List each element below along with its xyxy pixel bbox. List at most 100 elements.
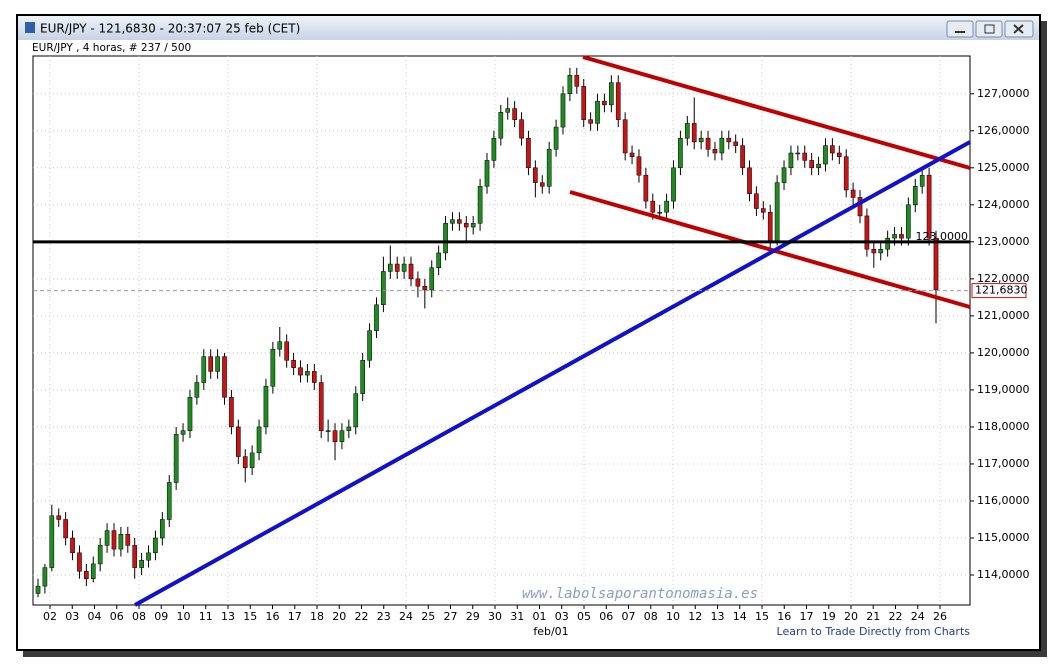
candle-body <box>118 534 124 550</box>
candle-body <box>671 167 676 202</box>
x-tick-label: 31 <box>510 610 524 623</box>
candle-body <box>291 360 296 368</box>
candle-body <box>457 219 462 224</box>
candle-body <box>381 271 386 306</box>
candle-body <box>533 167 538 183</box>
x-tick-label: 30 <box>488 610 502 623</box>
candle-body <box>885 237 890 250</box>
candle-body <box>311 371 317 383</box>
candle-body <box>602 100 607 106</box>
y-tick-label: 119,0000 <box>977 383 1030 396</box>
candle-body <box>636 156 642 176</box>
candle-body <box>318 382 324 431</box>
candle-body <box>325 430 331 432</box>
candle-body <box>450 219 455 224</box>
candle-body <box>194 382 200 398</box>
plot-area <box>32 55 971 606</box>
candle-body <box>843 156 849 191</box>
candle-body <box>353 393 359 428</box>
x-tick-label: 17 <box>800 610 814 623</box>
candle-body <box>892 234 897 239</box>
x-tick-label: 08 <box>132 610 146 623</box>
candle-body <box>201 356 207 383</box>
restore-icon <box>984 24 995 34</box>
x-tick-label: 13 <box>711 610 725 623</box>
x-tick-label: 06 <box>599 610 613 623</box>
x-tick-label: 26 <box>933 610 947 623</box>
candle-body <box>360 360 365 394</box>
candle-body <box>166 482 172 520</box>
candle-body <box>229 397 234 428</box>
x-tick-label: 05 <box>577 610 591 623</box>
candle-body <box>754 193 759 209</box>
lower-channel-line <box>569 190 971 309</box>
watermark: www.labolsaporantonomasia.es <box>522 586 758 602</box>
candle-body <box>339 430 345 442</box>
candle-body <box>733 141 738 146</box>
candle-body <box>622 119 628 154</box>
candle-body <box>802 152 808 161</box>
candle-body <box>256 426 262 454</box>
candle-body <box>77 552 82 572</box>
candle-body <box>643 174 649 202</box>
candle-body <box>463 223 469 228</box>
x-tick-label: 01 <box>533 610 547 623</box>
candle-body <box>387 263 393 272</box>
candle-body <box>698 137 704 143</box>
candle-body <box>484 160 490 187</box>
x-tick-label: 03 <box>555 610 569 623</box>
x-tick-label: 24 <box>911 610 925 623</box>
y-tick-label: 126,0000 <box>977 124 1030 137</box>
x-tick-label: 13 <box>221 610 235 623</box>
candle-body <box>685 123 690 139</box>
candle-body <box>90 563 96 579</box>
candle-body <box>567 75 573 95</box>
candle-body <box>422 286 428 291</box>
candle-body <box>270 348 276 387</box>
close-icon <box>1013 24 1024 34</box>
x-tick-label: 10 <box>177 610 191 623</box>
candle-body <box>180 430 186 435</box>
candle-body <box>816 163 821 169</box>
candle-body <box>629 152 635 157</box>
candle-body <box>664 200 669 213</box>
x-tick-label: 07 <box>622 610 636 623</box>
window-buttons[interactable] <box>946 20 1034 38</box>
candle-body <box>678 137 683 169</box>
y-tick-label: 117,0000 <box>977 457 1030 470</box>
restore-button[interactable] <box>975 20 1003 38</box>
candle-body <box>864 215 870 250</box>
candle-body <box>788 152 794 169</box>
support-trend-line <box>134 140 971 607</box>
chart-subtitle: EUR/JPY , 4 horas, # 237 / 500 <box>32 42 191 54</box>
y-tick-label: 118,0000 <box>977 420 1030 433</box>
candle-body <box>401 263 407 272</box>
candle-body <box>277 341 283 350</box>
candle-body <box>553 126 559 150</box>
upper-channel-line <box>582 55 971 170</box>
minimize-button[interactable] <box>946 20 974 38</box>
candle-body <box>367 330 372 361</box>
candle-body <box>933 237 939 291</box>
x-tick-label: 22 <box>889 610 903 623</box>
candle-body <box>35 585 41 594</box>
candle-body <box>477 186 483 224</box>
candle-body <box>719 137 725 154</box>
candle-body <box>249 452 255 468</box>
x-tick-label: 04 <box>88 610 102 623</box>
candle-body <box>850 189 856 198</box>
candle-body <box>470 223 476 228</box>
x-tick-label: 15 <box>243 610 257 623</box>
x-tick-label: 03 <box>65 610 79 623</box>
y-tick-label: 122,0000 <box>977 272 1030 285</box>
x-axis-label: feb/01 <box>533 625 568 638</box>
candle-body <box>871 248 877 254</box>
candle-body <box>70 537 75 554</box>
candle-body <box>298 367 303 376</box>
candle-body <box>49 515 55 568</box>
x-tick-label: 16 <box>266 610 280 623</box>
title-bar <box>18 16 1039 40</box>
candle-body <box>498 112 504 139</box>
